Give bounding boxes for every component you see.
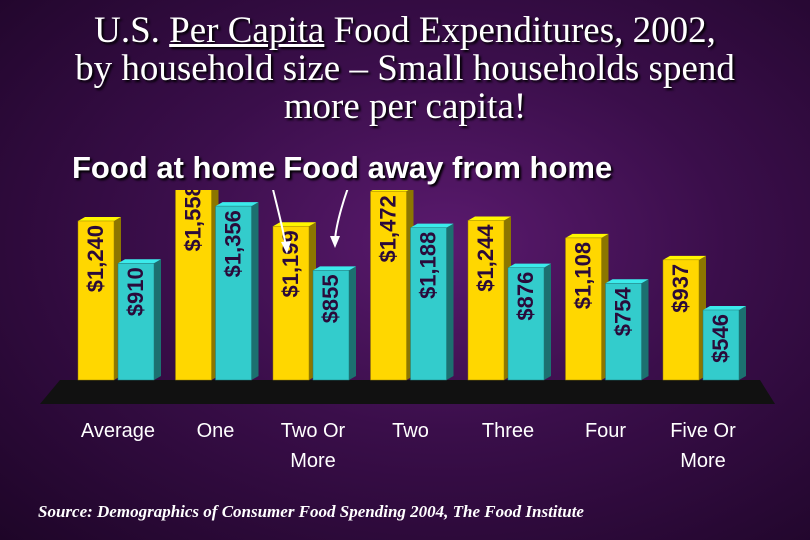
- bar-home-4-top: [468, 216, 511, 221]
- bar-home-2-label: $1,199: [278, 230, 303, 297]
- bar-away-2: [312, 270, 350, 381]
- bar-home-5: [565, 237, 602, 381]
- bar-away-5-side: [641, 279, 649, 380]
- title-underlined-text: Per Capita: [169, 10, 325, 51]
- bar-home-3-label: $1,472: [376, 195, 401, 262]
- bar-away-3-label: $1,188: [416, 232, 441, 299]
- category-label-0-0: Average: [81, 420, 155, 442]
- chart-title: U.S. Per Capita Food Expenditures, 2002,…: [0, 12, 810, 126]
- bar-home-1-label: $1,558: [181, 190, 206, 251]
- legend-away: Food away from home: [283, 150, 613, 185]
- legend: Food at home Food away from home: [72, 150, 620, 186]
- bar-away-2-label: $855: [318, 274, 343, 323]
- bar-away-4-top: [508, 263, 551, 268]
- bar-home-5-top: [565, 233, 609, 238]
- bar-away-2-side: [349, 266, 356, 380]
- category-label-5-0: Four: [585, 420, 626, 442]
- bar-away-0-side: [154, 259, 161, 380]
- arrow-away-head: [330, 236, 340, 248]
- legend-home: Food at home: [72, 150, 276, 185]
- bar-away-2-top: [313, 266, 356, 271]
- bar-away-0-label: $910: [123, 267, 148, 316]
- bar-home-6: [662, 259, 700, 381]
- bar-home-5-label: $1,108: [571, 242, 596, 309]
- bar-home-3: [370, 190, 407, 381]
- category-label-2-1: More: [290, 450, 336, 472]
- bar-home-4: [467, 220, 505, 381]
- bar-away-5-label: $754: [611, 287, 636, 337]
- bar-home-0: [77, 220, 115, 381]
- bar-home-6-label: $937: [668, 264, 693, 313]
- bar-chart: $1,240 $910 Average $1,558 $1,356 One $1,199 $8…: [40, 190, 775, 472]
- title-line-3: more per capita!: [283, 86, 527, 127]
- bar-away-0: [117, 263, 155, 381]
- bar-home-0-label: $1,240: [83, 225, 108, 292]
- bar-home-0-top: [78, 216, 121, 221]
- bar-away-4-side: [544, 263, 551, 380]
- bar-home-6-top: [663, 255, 706, 260]
- category-label-3-0: Two: [392, 420, 429, 442]
- category-label-4-0: Three: [482, 420, 534, 442]
- category-label-6-1: More: [680, 450, 726, 472]
- bar-away-6-side: [739, 305, 746, 380]
- category-label-1-0: One: [197, 420, 235, 442]
- bar-home-4-label: $1,244: [473, 224, 498, 292]
- bar-away-3-side: [446, 223, 454, 380]
- bar-home-2-top: [273, 222, 316, 227]
- bar-away-1-side: [251, 202, 259, 380]
- bar-home-1: [175, 190, 212, 381]
- bar-away-0-top: [118, 259, 161, 264]
- bar-away-6-label: $546: [708, 314, 733, 363]
- bar-away-3-top: [410, 223, 454, 228]
- bar-away-5-top: [605, 279, 649, 284]
- bar-away-4-label: $876: [513, 272, 538, 321]
- bar-home-3-top: [370, 190, 409, 192]
- arrow-away: [334, 190, 349, 241]
- title-line-1: U.S. Per Capita Food Expenditures, 2002,: [94, 10, 716, 51]
- bar-away-4: [507, 267, 545, 381]
- bar-away-3: [410, 227, 447, 381]
- bar-away-1: [215, 205, 252, 381]
- category-label-2-0: Two Or: [281, 420, 346, 442]
- title-line-2: by household size – Small households spe…: [75, 48, 735, 89]
- category-label-6-0: Five Or: [670, 420, 736, 442]
- chart-floor: [40, 380, 775, 404]
- bar-away-6-top: [703, 305, 746, 310]
- arrow-home-head: [281, 241, 291, 254]
- bar-away-6: [702, 309, 740, 381]
- source-note: Source: Demographics of Consumer Food Sp…: [38, 502, 584, 521]
- bar-away-1-top: [215, 202, 259, 207]
- bar-home-2: [272, 225, 310, 381]
- bar-away-5: [605, 283, 642, 381]
- bar-away-1-label: $1,356: [221, 210, 246, 277]
